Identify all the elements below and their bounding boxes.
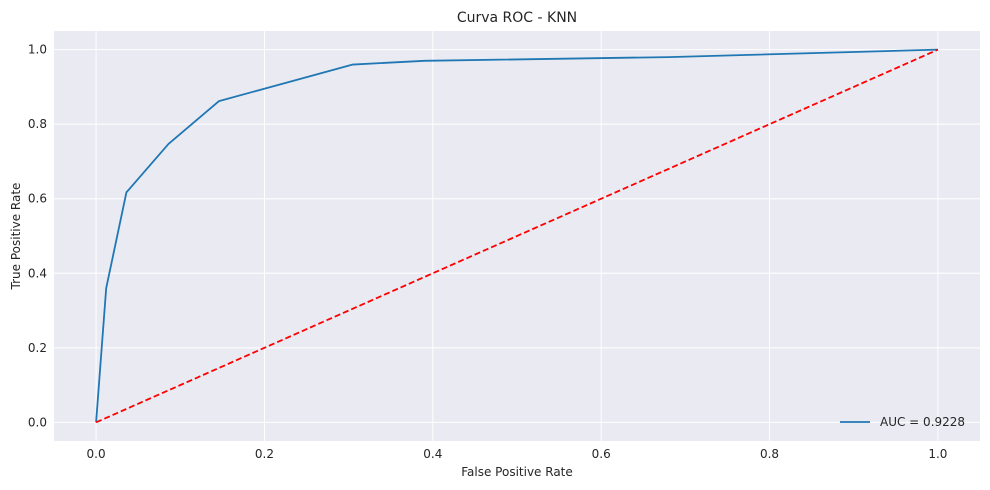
legend: AUC = 0.9228	[840, 415, 965, 429]
y-tick-label: 1.0	[28, 43, 47, 57]
x-axis-label: False Positive Rate	[461, 465, 573, 479]
x-tick-label: 0.2	[255, 447, 274, 461]
chance-diagonal-line	[95, 48, 939, 424]
x-tick-label: 0.8	[760, 447, 779, 461]
legend-label: AUC = 0.9228	[880, 415, 965, 429]
y-tick-label: 0.0	[28, 415, 47, 429]
chart-title: Curva ROC - KNN	[457, 10, 577, 26]
roc-curve-line	[95, 48, 938, 423]
y-tick-label: 0.8	[28, 117, 47, 131]
y-axis-label: True Positive Rate	[9, 183, 23, 291]
x-tick-label: 0.4	[423, 447, 442, 461]
y-tick-label: 0.4	[28, 266, 47, 280]
x-tick-label: 1.0	[928, 447, 947, 461]
y-tick-label: 0.2	[28, 341, 47, 355]
series-layer	[95, 48, 939, 424]
x-tick-label: 0.0	[87, 447, 106, 461]
x-tick-label: 0.6	[592, 447, 611, 461]
y-tick-label: 0.6	[28, 192, 47, 206]
ticks: 0.0 0.2 0.4 0.6 0.8 1.0 0.0 0.2 0.4 0.6 0.8 1.0	[28, 43, 948, 461]
grid	[54, 31, 980, 441]
